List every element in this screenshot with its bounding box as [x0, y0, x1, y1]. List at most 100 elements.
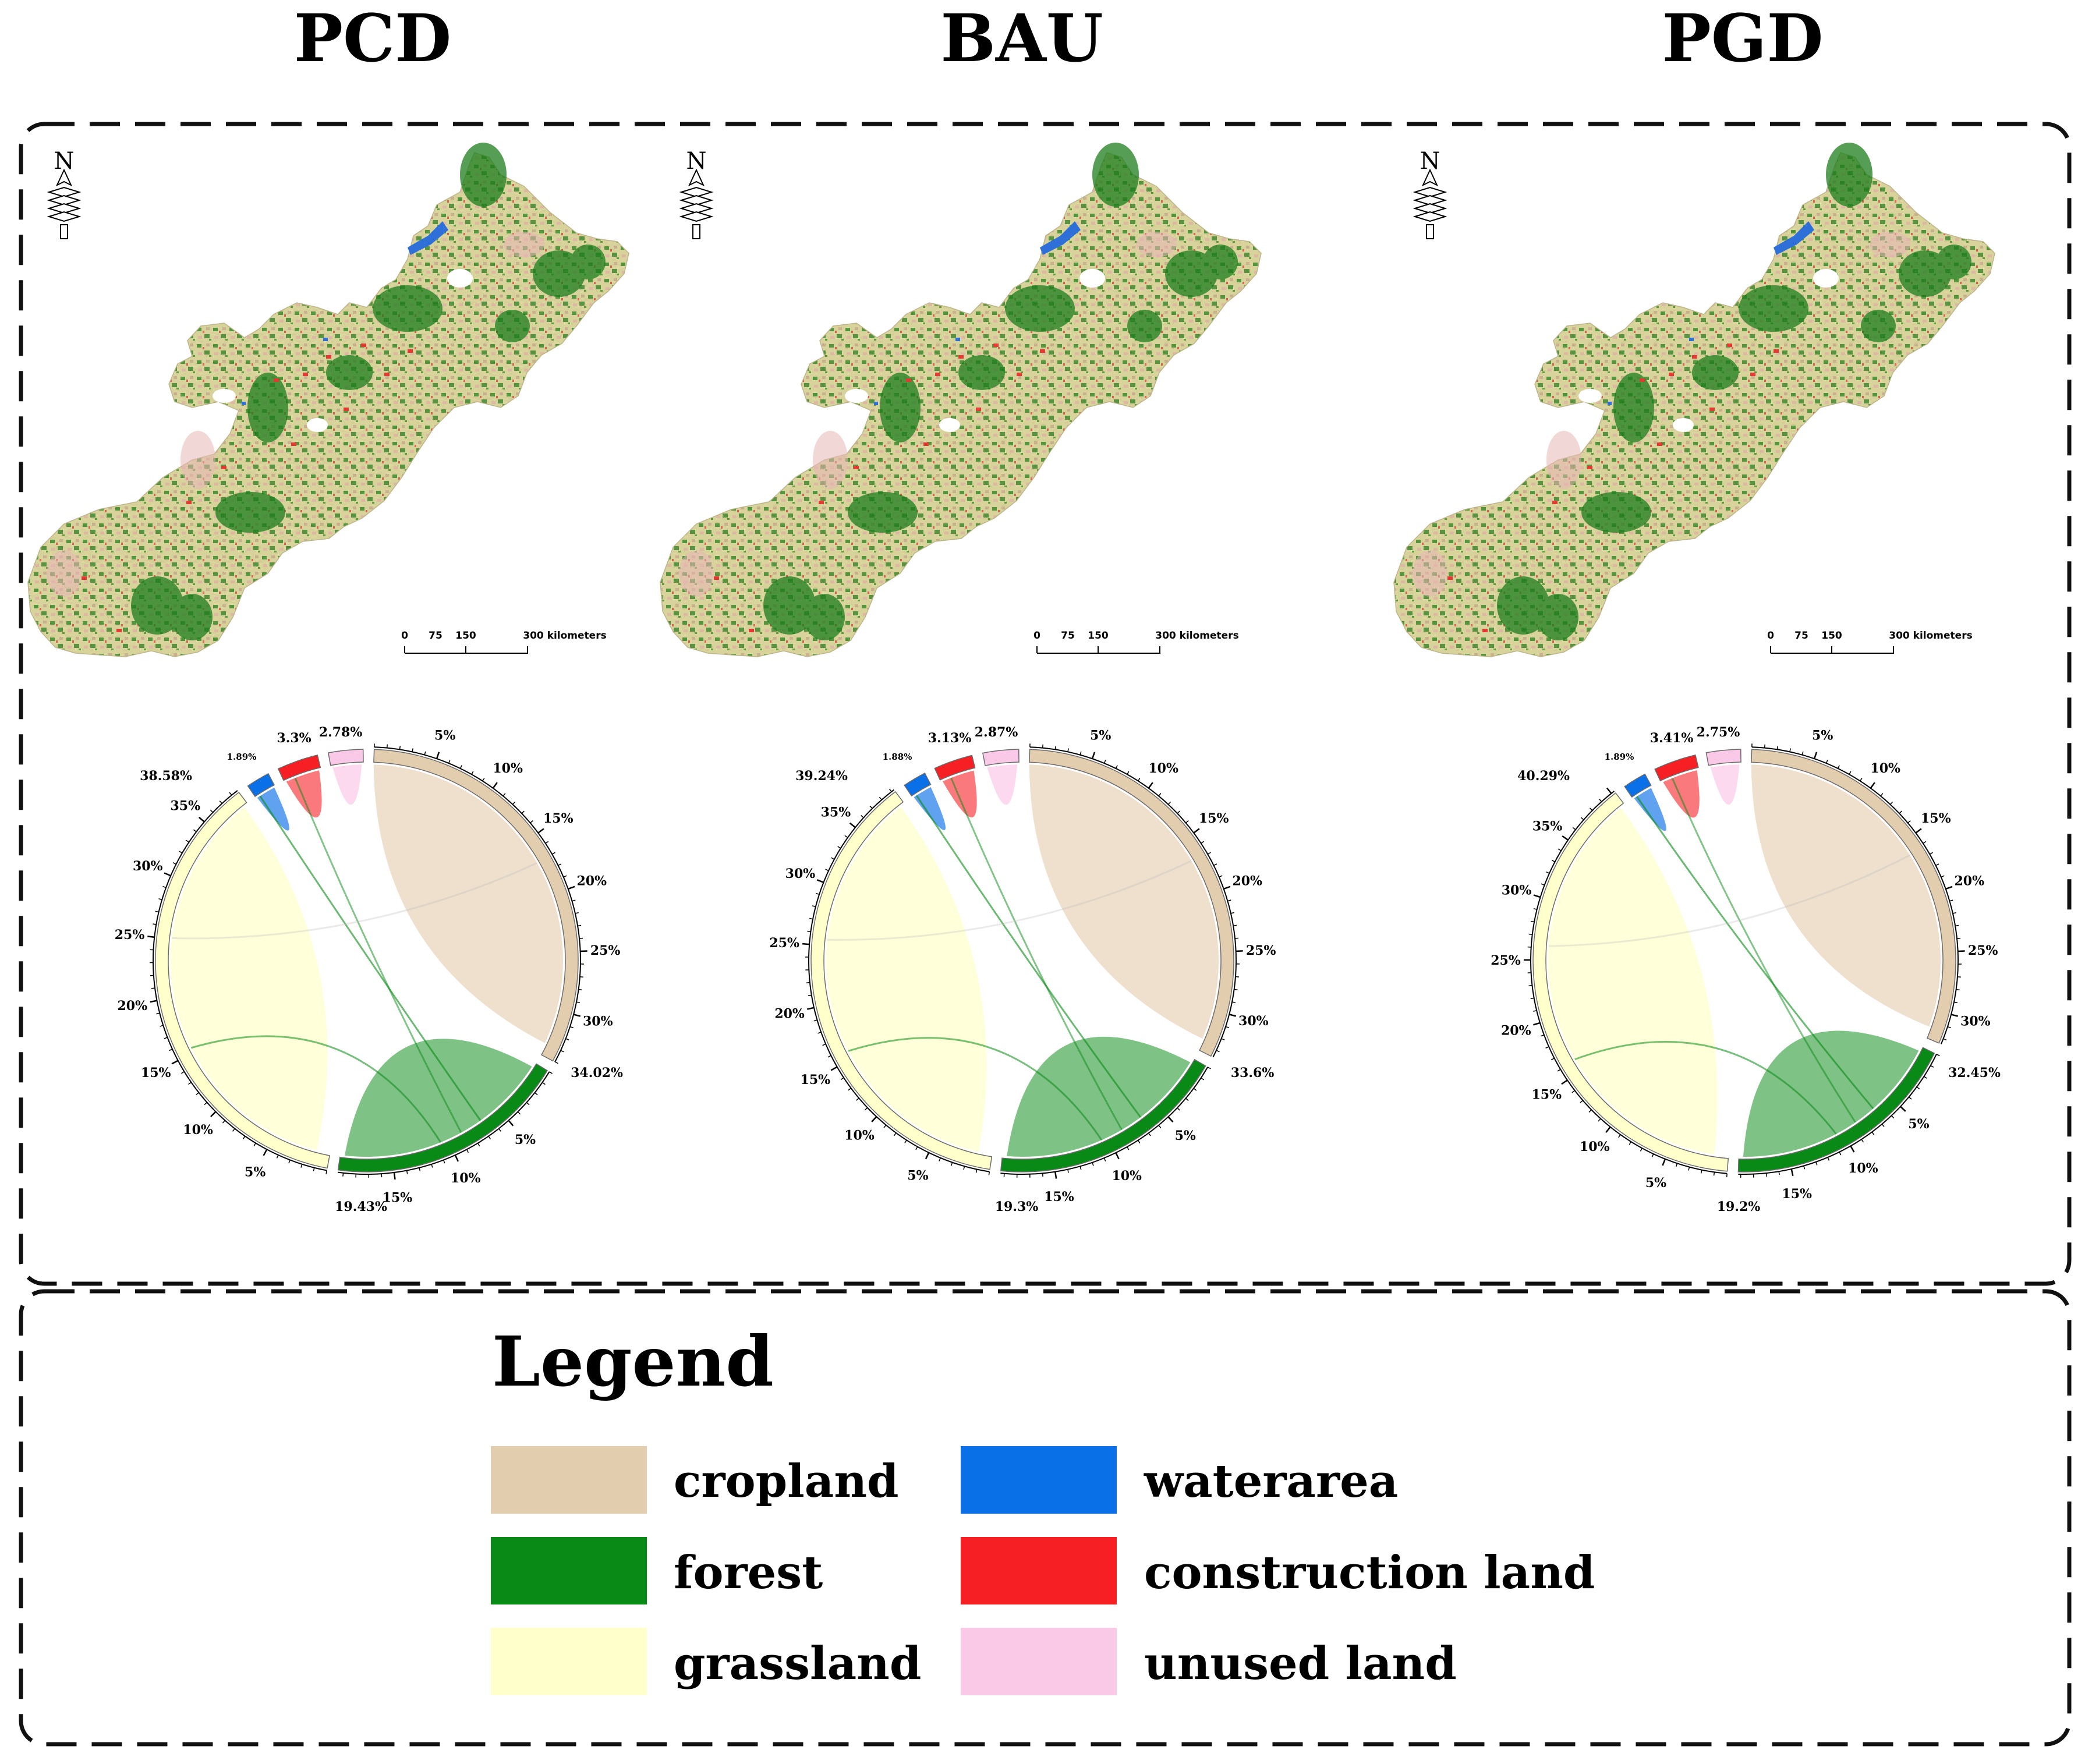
- legend-label-unused-land: unused land: [1144, 1637, 1457, 1690]
- panel-pcd: N0 75 150 300 kilometers5%10%15%20%25%30%5%…: [27, 143, 629, 1214]
- tick-label-cropland: 10%: [493, 761, 523, 776]
- ribbon-transfer: [950, 777, 1123, 1131]
- panel-pgd: N 0 75 150 300 kilometers 5% 10% 15% 20% 25% 30% 5%…: [1393, 143, 2001, 1214]
- scale-label: 300 kilometers: [1889, 630, 1972, 642]
- arc-forest: [337, 1063, 548, 1173]
- chord-totals: 32.45% 19.2% 40.29% 1.89% 3.41% 2.75%: [1517, 725, 2001, 1214]
- tick-label-forest: 15%: [383, 1191, 413, 1206]
- arc-waterarea: [904, 773, 932, 797]
- tick-label-grassland: 20%: [117, 998, 147, 1014]
- arc-waterarea: [1624, 773, 1652, 798]
- legend-label-forest: forest: [674, 1546, 823, 1599]
- tick-label-forest: 5%: [1175, 1128, 1196, 1143]
- ribbon-forest: [1743, 1030, 1919, 1157]
- ribbon-grassland: [1548, 807, 1718, 1155]
- total-label-waterarea: 1.89%: [1605, 752, 1634, 762]
- chord-arcs: [810, 749, 1234, 1173]
- cropland-patches: [679, 232, 1177, 597]
- tick-label-cropland: 30%: [1960, 1014, 1991, 1029]
- total-label-forest: 19.2%: [1717, 1199, 1761, 1214]
- chord-ribbons: [171, 764, 563, 1157]
- tick-label-cropland: 20%: [1954, 874, 1984, 889]
- north-arrow-icon: N: [1413, 148, 1447, 239]
- scale-label: 75: [429, 630, 443, 642]
- legend-label-grassland: grassland: [674, 1637, 921, 1690]
- ribbon-transfer: [915, 795, 1142, 1118]
- region-shape: [1393, 152, 1995, 657]
- tick-label-forest: 10%: [451, 1171, 481, 1186]
- scenario-title-pgd: PGD: [1662, 1, 1824, 77]
- tick-label-forest: 15%: [1044, 1189, 1074, 1205]
- ribbon-waterarea: [257, 787, 289, 831]
- ribbon-forest: [345, 1039, 532, 1157]
- tick-label-grassland: 25%: [769, 936, 799, 951]
- water-patches: [1608, 221, 1814, 405]
- ribbon-transfer: [848, 1037, 1103, 1141]
- legend-swatch-forest: [491, 1537, 647, 1604]
- region-shape: [27, 152, 629, 657]
- total-label-forest: 19.43%: [335, 1199, 387, 1214]
- tick-label-grassland: 15%: [141, 1065, 171, 1081]
- arc-waterarea: [247, 773, 275, 798]
- chord-ticks: 5% 10% 15% 20% 25% 30% 5% 10% 15% 5% 10% 15% 20% 25% 3…: [1491, 728, 1998, 1202]
- arc-grassland: [810, 791, 993, 1170]
- tick-label-cropland: 15%: [1921, 811, 1951, 826]
- tick-label-cropland: 25%: [1968, 943, 1998, 958]
- ribbon-cropland: [373, 764, 563, 1043]
- tick-label-grassland: 5%: [245, 1164, 266, 1179]
- ribbon-waterarea: [914, 787, 946, 830]
- total-label-forest: 19.3%: [995, 1199, 1039, 1214]
- ribbon-transfer: [1548, 854, 1910, 947]
- chord-totals: 33.6% 19.3% 39.24% 1.88% 3.13% 2.87%: [795, 725, 1274, 1214]
- arc-grassland: [155, 792, 330, 1169]
- arc-unused-land: [327, 749, 364, 766]
- tick-label-grassland: 30%: [1502, 883, 1532, 898]
- arc-forest: [1737, 1047, 1935, 1173]
- arc-construction-land: [277, 755, 321, 781]
- scale-bar: 0 75 150 300 kilometers: [401, 630, 607, 654]
- arc-construction-land: [1654, 754, 1699, 782]
- scale-bar: 0 75 150 300 kilometers: [1033, 630, 1239, 654]
- arc-construction-land: [934, 755, 976, 781]
- maps-frame: [19, 122, 2072, 1286]
- tick-label-forest: 10%: [1848, 1161, 1878, 1176]
- water-patches: [874, 221, 1081, 405]
- total-label-construction-land: 3.13%: [928, 731, 972, 746]
- forest-patches: [131, 143, 606, 640]
- ribbon-unused-land: [987, 764, 1018, 805]
- total-label-grassland: 38.58%: [140, 768, 192, 784]
- tick-label-grassland: 5%: [907, 1168, 928, 1184]
- scale-bar: 0 75 150 300 kilometers: [1767, 630, 1973, 654]
- tick-label-forest: 5%: [1908, 1117, 1929, 1132]
- total-label-cropland: 34.02%: [571, 1065, 623, 1081]
- legend-title: Legend: [492, 1321, 774, 1402]
- tick-label-grassland: 35%: [821, 805, 851, 820]
- cropland-patches: [1413, 232, 1910, 597]
- tick-label-grassland: 30%: [133, 859, 163, 874]
- ribbon-grassland: [171, 807, 328, 1150]
- tick-label-grassland: 10%: [1580, 1139, 1610, 1154]
- total-label-grassland: 40.29%: [1517, 768, 1570, 784]
- chord-arcs: [1532, 749, 1956, 1173]
- chord-totals: 34.02% 19.43% 38.58% 1.89% 3.3% 2.78%: [140, 725, 623, 1214]
- tick-label-grassland: 15%: [1531, 1087, 1562, 1102]
- arc-grassland: [1532, 792, 1729, 1172]
- scenario-title-bau: BAU: [940, 1, 1103, 77]
- tick-label-grassland: 10%: [183, 1122, 213, 1138]
- tick-label-grassland: 15%: [801, 1072, 831, 1088]
- chord-arcs: [155, 749, 579, 1173]
- tick-label-cropland: 5%: [1090, 728, 1111, 743]
- legend-label-construction-land: construction land: [1144, 1546, 1595, 1599]
- legend-label-waterarea: waterarea: [1144, 1455, 1398, 1508]
- arc-cropland: [1029, 749, 1234, 1057]
- forest-patches: [763, 143, 1238, 640]
- legend-swatch-construction-land: [961, 1537, 1117, 1604]
- tick-label-cropland: 5%: [1812, 728, 1833, 743]
- tick-label-cropland: 10%: [1870, 761, 1900, 776]
- scale-label: 75: [1794, 630, 1808, 642]
- construction-patches: [1447, 343, 1779, 632]
- tick-label-cropland: 25%: [590, 943, 621, 958]
- water-patches: [242, 221, 448, 405]
- construction-patches: [82, 343, 413, 632]
